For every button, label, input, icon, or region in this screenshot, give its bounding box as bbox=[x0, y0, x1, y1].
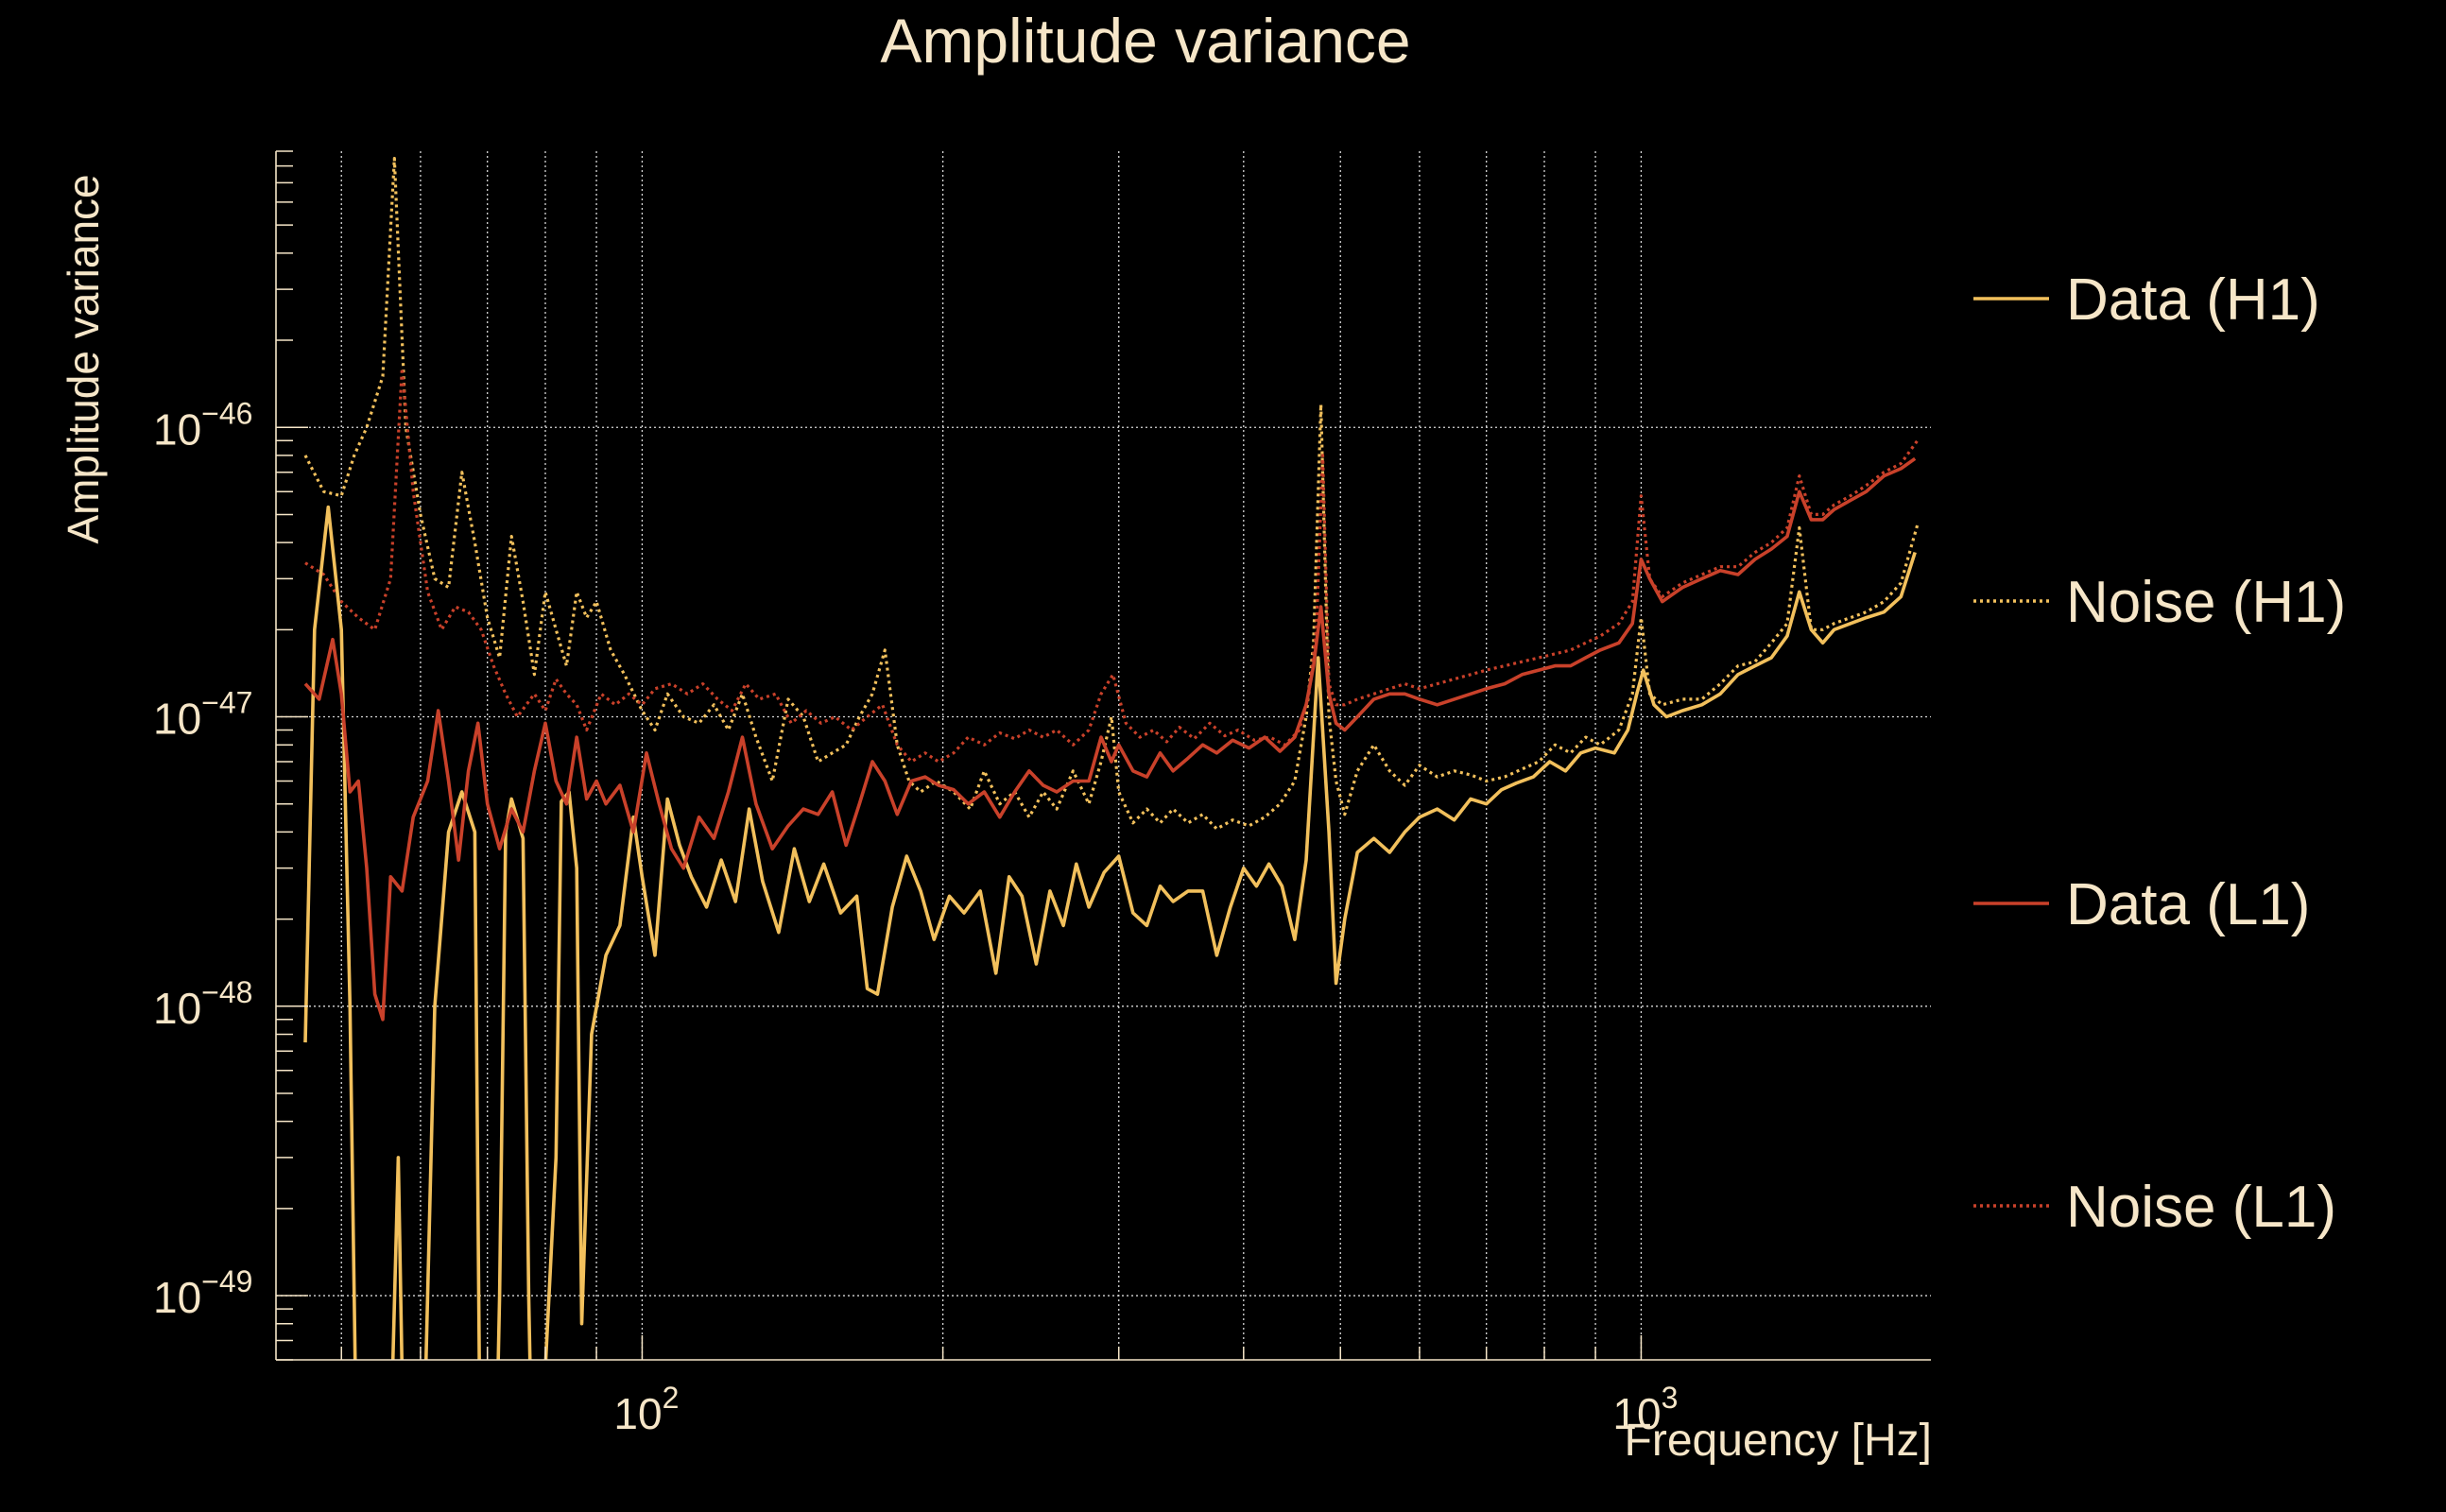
series-line-noise-l1 bbox=[304, 367, 1919, 764]
y-tick-label: 10−49 bbox=[153, 1264, 252, 1322]
legend-item: Data (L1) bbox=[1973, 872, 2310, 937]
plot-area bbox=[303, 157, 1920, 1360]
y-axis-label: Amplitude variance bbox=[59, 174, 108, 543]
chart-title: Amplitude variance bbox=[880, 6, 1410, 76]
legend-label: Noise (H1) bbox=[2066, 570, 2346, 635]
y-tick-label: 10−47 bbox=[153, 686, 252, 744]
series-line-data-l1 bbox=[303, 456, 1917, 1022]
legend-label: Data (L1) bbox=[2066, 872, 2310, 937]
x-tick-label: 103 bbox=[1612, 1381, 1678, 1438]
x-axis-label: Frequency [Hz] bbox=[1625, 1416, 1932, 1466]
grid bbox=[276, 151, 1931, 1360]
y-tick-label: 10−46 bbox=[153, 396, 252, 454]
legend: Data (H1) Noise (H1) Data (L1) Noise (L1) bbox=[1973, 267, 2346, 1240]
y-tick-label: 10−48 bbox=[153, 975, 252, 1033]
x-tick-label: 102 bbox=[613, 1381, 679, 1438]
legend-item: Noise (L1) bbox=[1973, 1175, 2336, 1240]
legend-item: Data (H1) bbox=[1973, 267, 2320, 333]
series-line-noise-h1 bbox=[303, 157, 1920, 831]
legend-item: Noise (H1) bbox=[1973, 570, 2346, 635]
series-line-data-h1 bbox=[303, 505, 1917, 1360]
axes: 10−46 10−47 10−48 10−49 102 103 bbox=[153, 150, 1931, 1438]
legend-label: Noise (L1) bbox=[2066, 1175, 2336, 1240]
legend-label: Data (H1) bbox=[2066, 267, 2320, 333]
